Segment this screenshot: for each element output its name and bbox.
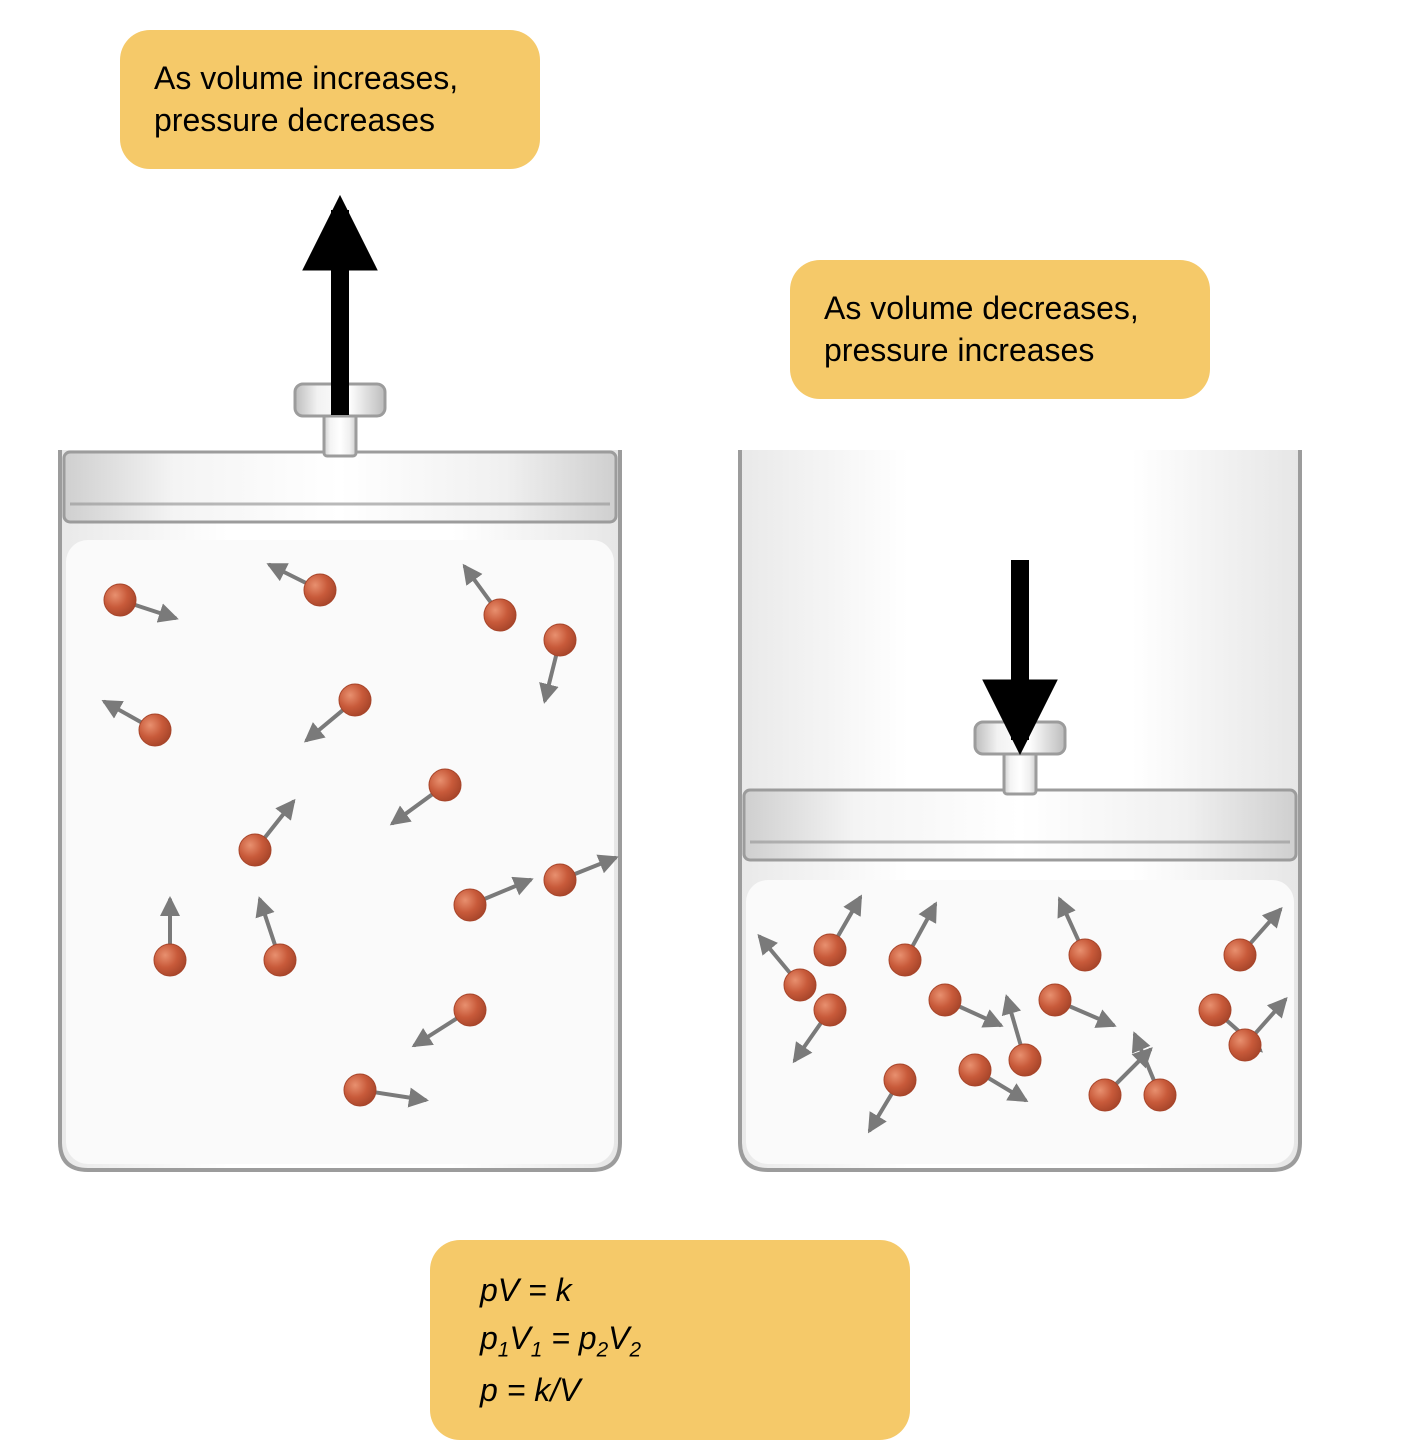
container-right [740,450,1300,1170]
container-left [60,210,620,1170]
diagram-stage [0,0,1421,1450]
